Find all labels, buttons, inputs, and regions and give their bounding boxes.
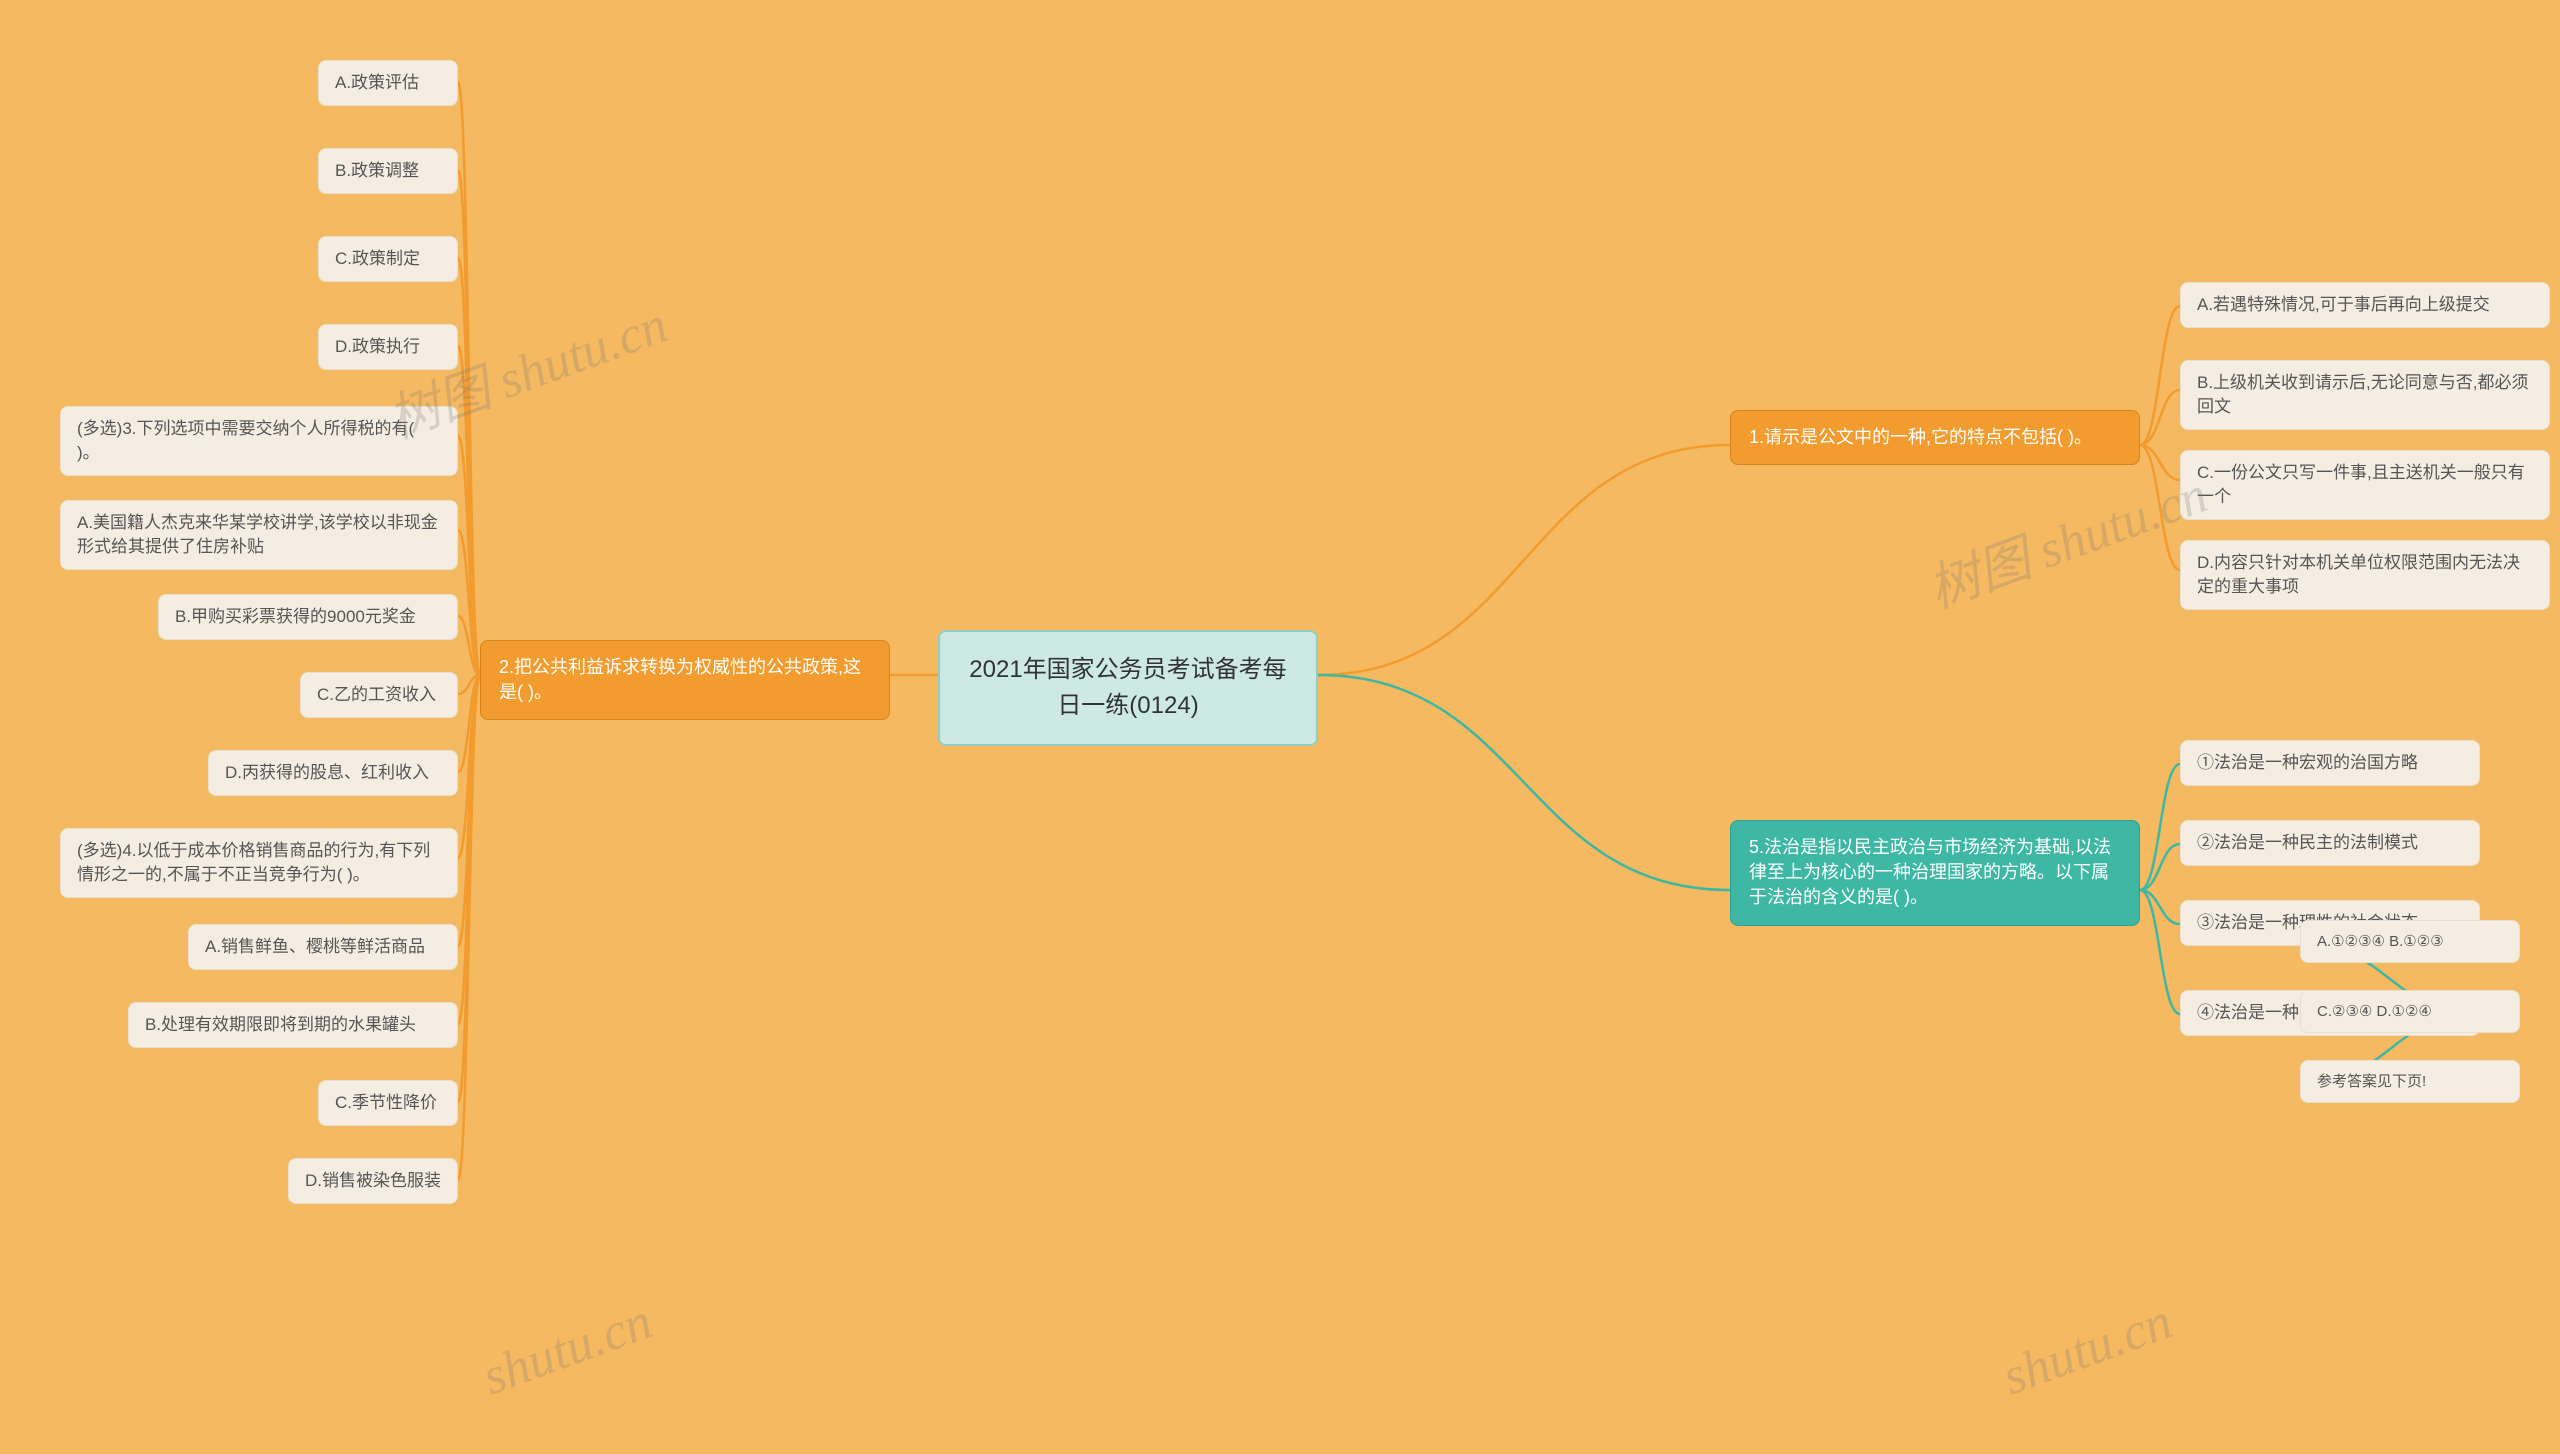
q2-leaf-13: D.销售被染色服装	[288, 1158, 458, 1204]
q5-subleaf-1: C.②③④ D.①②④	[2300, 990, 2520, 1033]
q1-leaf-c: C.一份公文只写一件事,且主送机关一般只有一个	[2180, 450, 2550, 520]
branch-q5-text: 5.法治是指以民主政治与市场经济为基础,以法律至上为核心的一种治理国家的方略。以…	[1749, 835, 2121, 911]
q5-subleaf-2: 参考答案见下页!	[2300, 1060, 2520, 1103]
q5-subleaf-0: A.①②③④ B.①②③	[2300, 920, 2520, 963]
watermark: shutu.cn	[1995, 1292, 2179, 1407]
q2-leaf-7: C.乙的工资收入	[300, 672, 458, 718]
q2-leaf-2: C.政策制定	[318, 236, 458, 282]
q2-leaf-4: (多选)3.下列选项中需要交纳个人所得税的有( )。	[60, 406, 458, 476]
branch-q1: 1.请示是公文中的一种,它的特点不包括( )。	[1730, 410, 2140, 465]
q2-leaf-10: A.销售鲜鱼、樱桃等鲜活商品	[188, 924, 458, 970]
q2-leaf-3: D.政策执行	[318, 324, 458, 370]
branch-q2: 2.把公共利益诉求转换为权威性的公共政策,这是( )。	[480, 640, 890, 720]
q2-leaf-11: B.处理有效期限即将到期的水果罐头	[128, 1002, 458, 1048]
center-text: 2021年国家公务员考试备考每日一练(0124)	[968, 652, 1288, 724]
q2-leaf-6: B.甲购买彩票获得的9000元奖金	[158, 594, 458, 640]
q1-leaf-b: B.上级机关收到请示后,无论同意与否,都必须回文	[2180, 360, 2550, 430]
branch-q2-text: 2.把公共利益诉求转换为权威性的公共政策,这是( )。	[499, 655, 871, 705]
branch-q1-text: 1.请示是公文中的一种,它的特点不包括( )。	[1749, 425, 2092, 450]
watermark: shutu.cn	[475, 1292, 659, 1407]
q2-leaf-9: (多选)4.以低于成本价格销售商品的行为,有下列情形之一的,不属于不正当竞争行为…	[60, 828, 458, 898]
q5-leaf-2: ②法治是一种民主的法制模式	[2180, 820, 2480, 866]
q2-leaf-1: B.政策调整	[318, 148, 458, 194]
q1-leaf-a: A.若遇特殊情况,可于事后再向上级提交	[2180, 282, 2550, 328]
q2-leaf-12: C.季节性降价	[318, 1080, 458, 1126]
q2-leaf-0: A.政策评估	[318, 60, 458, 106]
branch-q5: 5.法治是指以民主政治与市场经济为基础,以法律至上为核心的一种治理国家的方略。以…	[1730, 820, 2140, 926]
q1-leaf-d: D.内容只针对本机关单位权限范围内无法决定的重大事项	[2180, 540, 2550, 610]
q2-leaf-5: A.美国籍人杰克来华某学校讲学,该学校以非现金形式给其提供了住房补贴	[60, 500, 458, 570]
watermark: 树图 shutu.cn	[1916, 452, 2216, 622]
q5-leaf-1: ①法治是一种宏观的治国方略	[2180, 740, 2480, 786]
q2-leaf-8: D.丙获得的股息、红利收入	[208, 750, 458, 796]
center-node: 2021年国家公务员考试备考每日一练(0124)	[938, 630, 1318, 746]
